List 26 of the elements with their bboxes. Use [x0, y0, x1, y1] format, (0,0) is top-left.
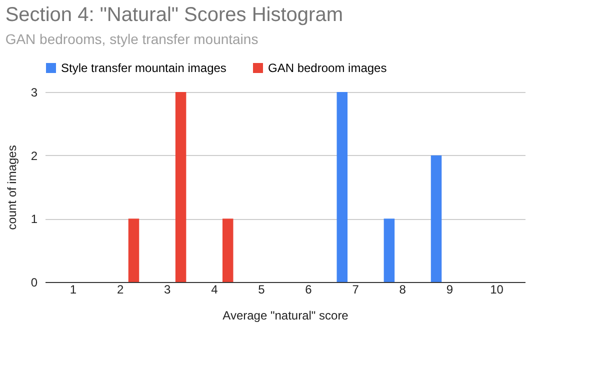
legend-label: Style transfer mountain images	[61, 61, 226, 75]
x-tick-label: 10	[490, 282, 504, 296]
bar	[175, 92, 186, 282]
y-tick-label: 1	[30, 212, 38, 226]
x-tick-label: 2	[116, 282, 124, 296]
bar	[128, 218, 140, 282]
x-tick-label: 4	[211, 282, 218, 296]
bar	[336, 92, 348, 282]
x-tick-label: 7	[352, 282, 360, 296]
x-tick-label: 3	[164, 282, 172, 296]
x-tick-label: 1	[70, 282, 77, 296]
x-tick-label: 6	[305, 282, 312, 296]
y-tick-label: 2	[30, 148, 38, 163]
y-tick-label: 0	[30, 276, 38, 290]
bar	[384, 218, 395, 282]
x-tick-label: 9	[446, 282, 454, 296]
x-tick-label: 5	[258, 282, 266, 296]
bar	[430, 155, 442, 282]
y-tick-label: 3	[30, 86, 38, 100]
chart-subtitle: GAN bedrooms, style transfer mountains	[5, 31, 258, 47]
y-axis-title: count of images	[4, 145, 19, 230]
x-axis-title: Average "natural" score	[222, 308, 349, 322]
bar	[222, 218, 234, 282]
chart-title: Section 4: "Natural" Scores Histogram	[5, 4, 343, 26]
legend-label: GAN bedroom images	[268, 61, 387, 75]
x-tick-label: 8	[399, 282, 406, 296]
